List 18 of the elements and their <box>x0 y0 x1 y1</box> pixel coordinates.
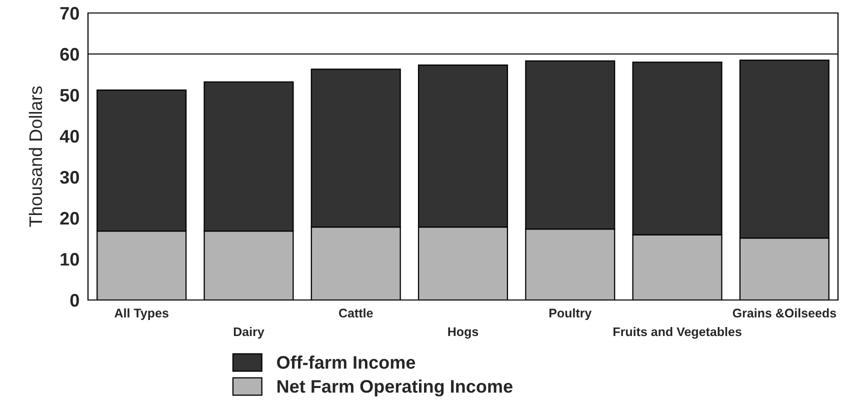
y-tick-label: 10 <box>60 252 79 266</box>
y-tick-label: 50 <box>60 88 79 102</box>
x-tick-label: Hogs <box>448 327 478 339</box>
y-tick-label: 20 <box>60 212 79 225</box>
x-tick-label: Grains &Oilseeds <box>732 308 836 318</box>
y-tick-label: 40 <box>60 130 79 143</box>
x-tick-label: Cattle <box>339 308 373 318</box>
legend-label: Net Farm Operating Income <box>277 380 512 396</box>
y-tick-label: 60 <box>60 48 79 61</box>
y-tick-label: 30 <box>60 170 79 184</box>
x-tick-label: Poultry <box>549 308 592 320</box>
y-tick-label: 70 <box>60 6 79 20</box>
x-tick-label: Fruits and Vegetables <box>614 326 742 339</box>
y-tick-label: 0 <box>70 294 79 307</box>
y-axis-title: Thousand Dollars <box>28 86 42 227</box>
x-tick-label: All Types <box>114 308 168 320</box>
x-tick-label: Dairy <box>234 326 264 339</box>
legend-label: Off-farm Income <box>277 356 416 369</box>
